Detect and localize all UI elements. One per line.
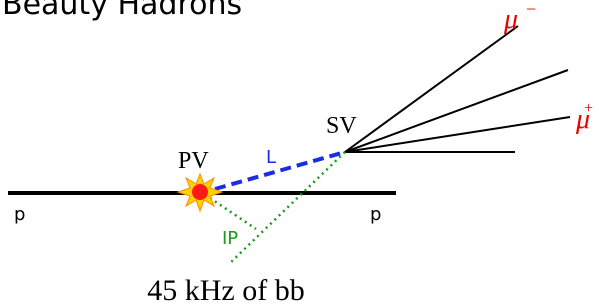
pv-label: PV [178, 148, 209, 174]
muon-charge: + [584, 100, 593, 117]
proton-label: p [14, 204, 25, 225]
tracks [345, 26, 570, 152]
impact-parameter-label: IP [222, 228, 238, 249]
decay-length [215, 152, 345, 189]
decay-length-label: L [266, 147, 276, 168]
proton-label: p [370, 204, 381, 225]
diagram: Beauty Hadrons p p PV SV L IP μ − μ + 45… [0, 0, 599, 307]
primary-vertex-core [192, 184, 208, 200]
caption: 45 kHz of bb [147, 274, 304, 307]
impact-parameter [210, 198, 256, 229]
muon-charge: − [526, 0, 536, 19]
title: Beauty Hadrons [2, 0, 242, 22]
muon-minus-label: μ [503, 4, 518, 35]
sv-label: SV [326, 113, 357, 139]
